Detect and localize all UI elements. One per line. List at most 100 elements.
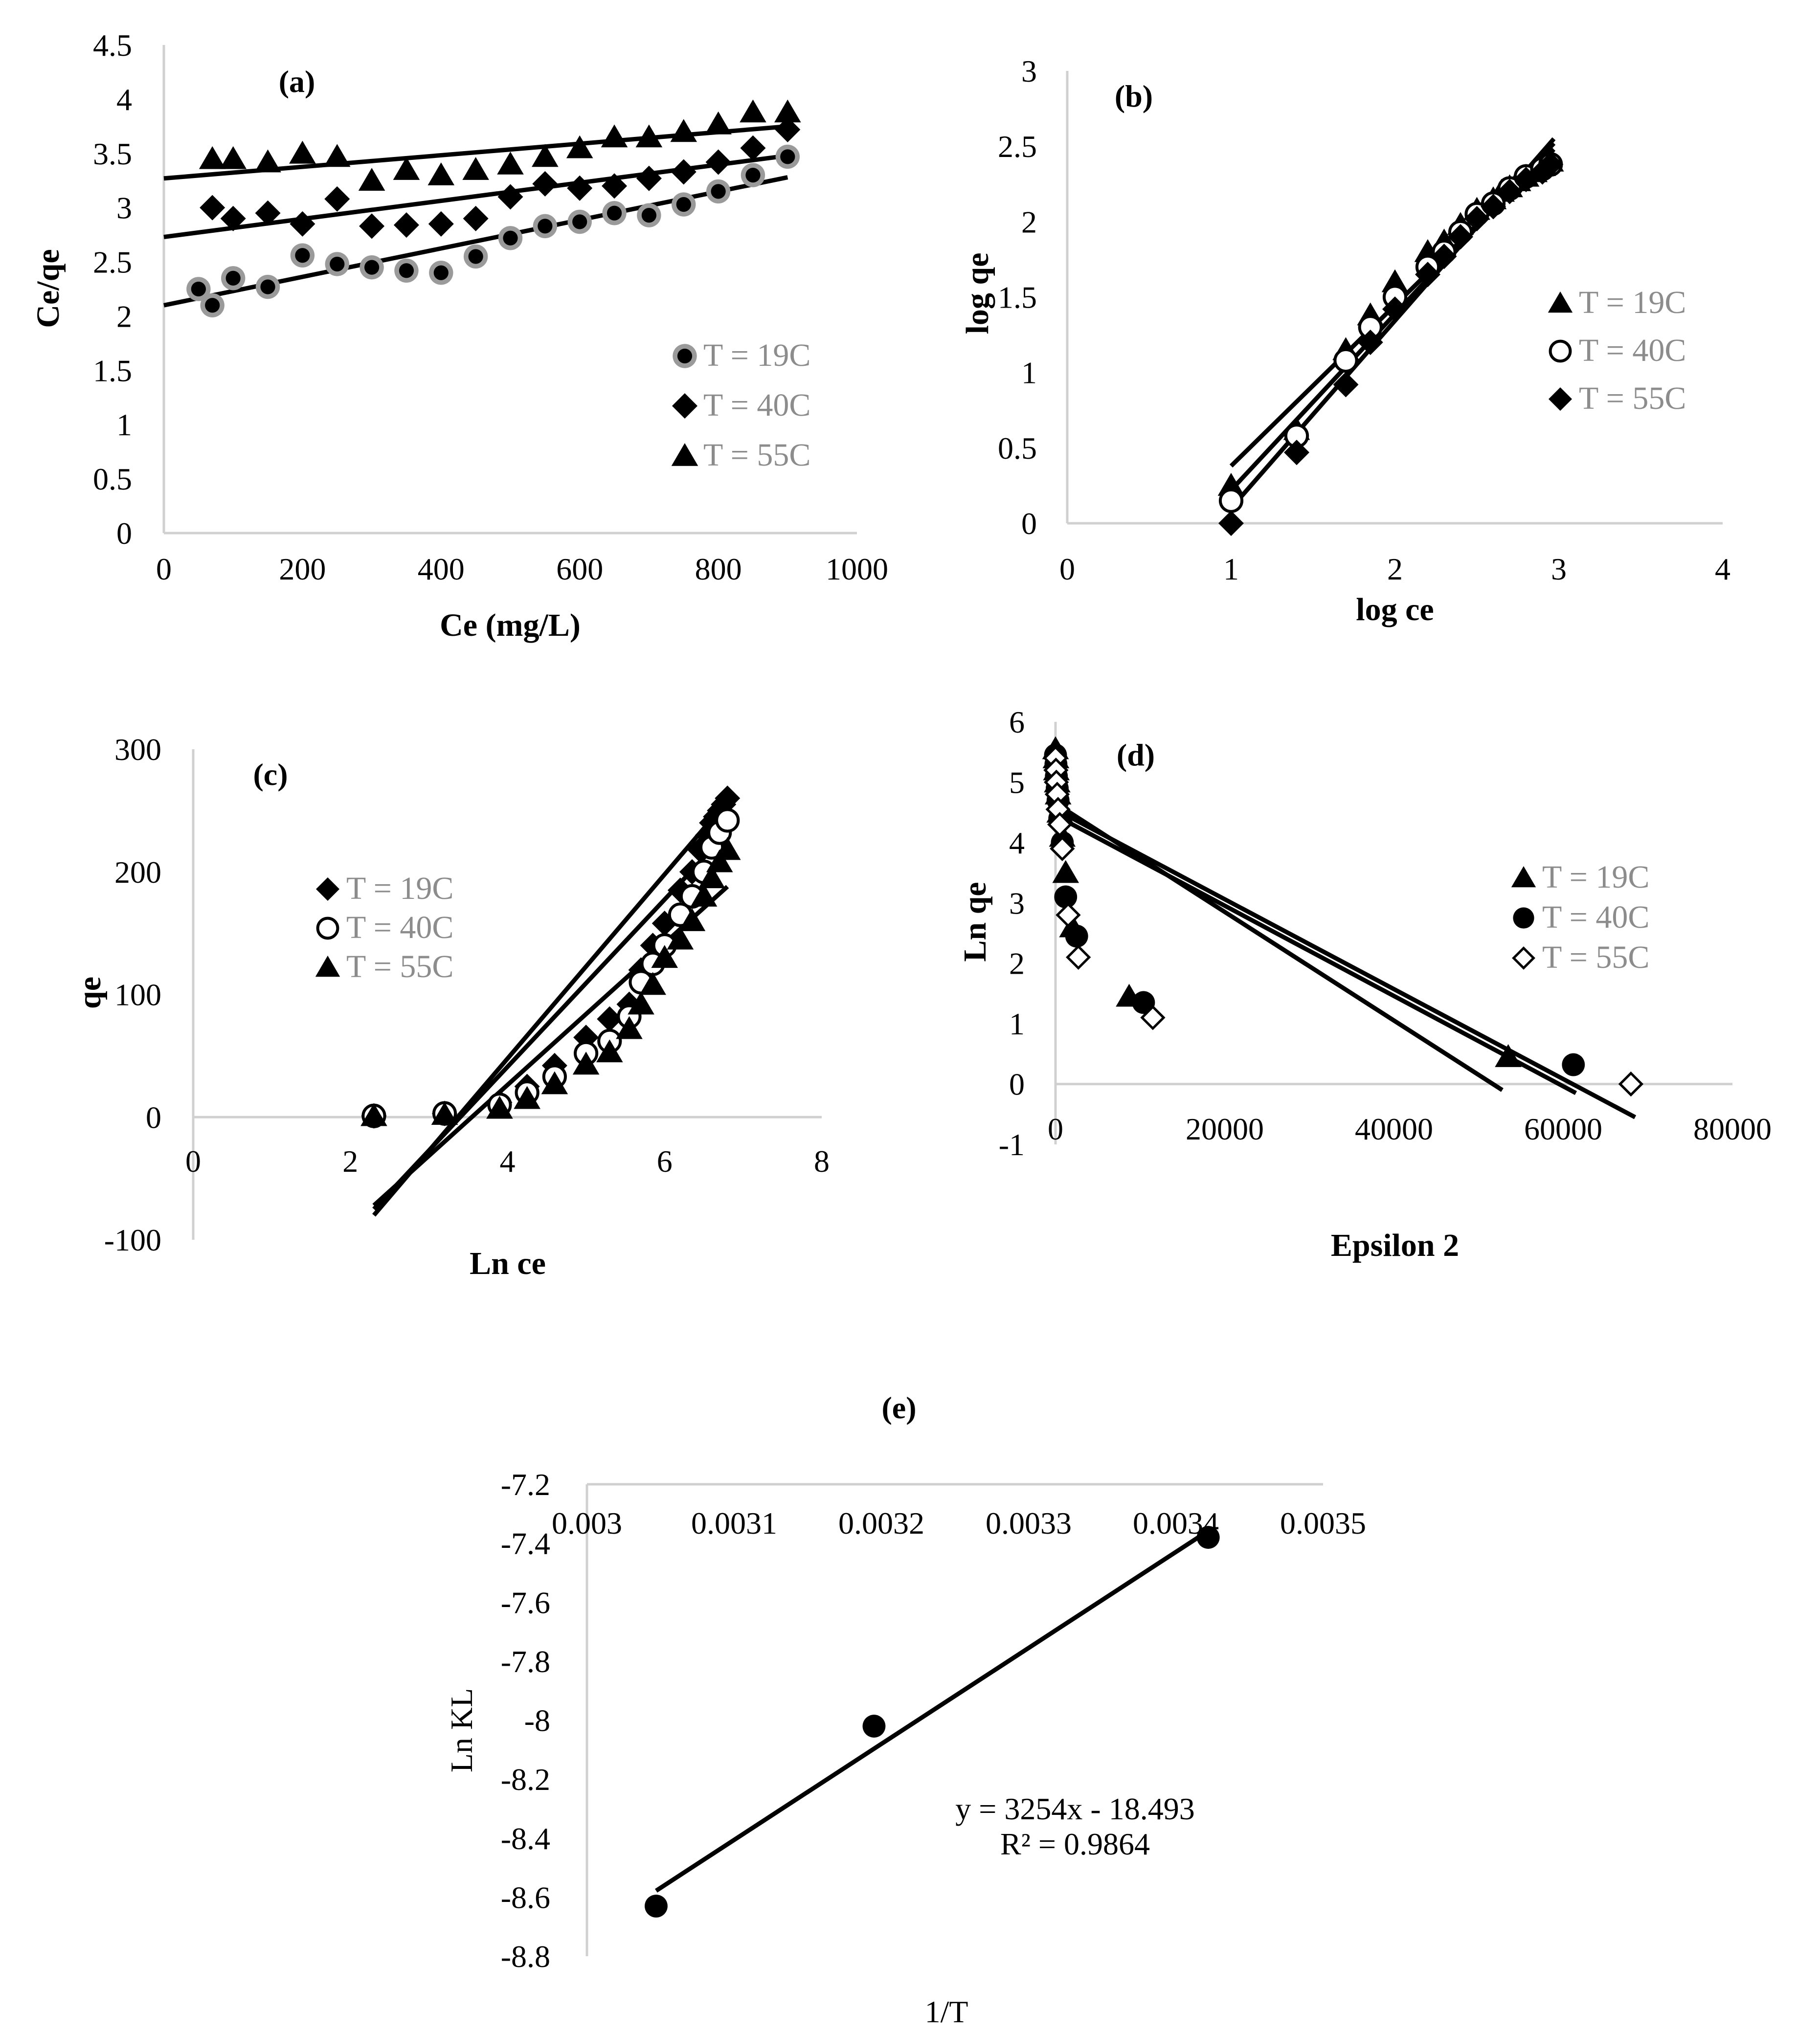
data-point [533, 214, 558, 239]
y-tick-label: -7.4 [501, 1526, 550, 1561]
legend-marker [1549, 339, 1572, 363]
y-tick-label: -7.2 [501, 1467, 550, 1502]
data-point [220, 146, 247, 169]
data-point [740, 99, 766, 123]
legend-marker [316, 916, 339, 940]
y-tick-label: 1.5 [998, 280, 1037, 315]
panel-b-chart: 0 0.5 1 1.5 2 2.5 3 0 1 2 3 4 (b) log ce log qe T = 19C… [960, 54, 1730, 627]
x-tick-label: 1000 [826, 552, 888, 586]
data-point [290, 243, 315, 268]
data-point [597, 1006, 623, 1032]
x-tick-label: 0.0035 [1280, 1506, 1366, 1541]
data-point [572, 1051, 600, 1075]
x-tick-label: 0 [1048, 1112, 1063, 1146]
data-point [1050, 836, 1075, 861]
y-axis-title: Ln qe [957, 882, 993, 961]
data-point [1357, 330, 1383, 355]
data-point [706, 849, 733, 872]
legend-marker [1549, 387, 1572, 411]
y-tick-label: 0.5 [93, 462, 132, 496]
y-tick-label: -1 [999, 1127, 1025, 1162]
data-point [200, 293, 225, 317]
data-point [1495, 1044, 1522, 1067]
legend-label: T = 55C [1579, 380, 1686, 416]
x-tick-label: 0.0033 [986, 1506, 1072, 1541]
legend-label: T = 40C [703, 387, 810, 423]
data-point [740, 135, 766, 161]
y-tick-label: -7.8 [501, 1644, 550, 1679]
legend-label: T = 55C [346, 949, 453, 984]
data-point [635, 124, 663, 148]
panel-title: (b) [1115, 79, 1153, 113]
data-point [199, 146, 226, 169]
data-point [671, 159, 697, 185]
data-point [678, 908, 706, 931]
legend-marker [316, 877, 339, 901]
data-point [1065, 924, 1088, 948]
data-point [698, 865, 725, 889]
data-point [498, 226, 523, 250]
x-tick-label: 4 [1715, 552, 1730, 586]
legend-label: T = 40C [1579, 333, 1686, 368]
data-point [596, 1039, 623, 1063]
data-point [775, 144, 800, 169]
y-tick-label: 1 [1009, 1006, 1025, 1041]
x-tick-label: 20000 [1186, 1112, 1264, 1146]
data-point [715, 808, 740, 833]
data-point [324, 186, 350, 212]
data-point [532, 144, 559, 167]
data-point [393, 157, 420, 180]
data-point [1218, 488, 1244, 513]
data-point [359, 213, 385, 239]
y-tick-label: 6 [1009, 705, 1025, 739]
data-point [670, 119, 697, 142]
data-point [428, 211, 454, 237]
data-point [651, 945, 678, 968]
x-axis-title: 1/T [925, 1994, 968, 2029]
legend-label: T = 19C [703, 337, 810, 373]
y-tick-label: 4 [116, 82, 132, 117]
legend-marker [1512, 946, 1535, 970]
data-point [639, 972, 666, 995]
data-point [255, 274, 280, 299]
data-point [706, 179, 731, 204]
data-point [1562, 1053, 1585, 1076]
data-point [200, 195, 225, 221]
x-tick-label: 0.003 [552, 1506, 622, 1541]
data-point [462, 157, 489, 180]
x-tick-label: 2 [342, 1144, 358, 1179]
data-point [741, 163, 765, 187]
data-point [394, 258, 419, 283]
y-tick-label: 2.5 [998, 129, 1037, 164]
r-squared-label: R² = 0.9864 [1000, 1827, 1150, 1861]
data-point [705, 149, 731, 175]
data-point [431, 1102, 458, 1125]
panel-a-chart: 0 0.5 1 1.5 2 2.5 3 3.5 4 4.5 0 200 400 600 800 1000 (a)… [30, 28, 888, 643]
x-tick-label: 60000 [1524, 1112, 1602, 1146]
data-point [616, 1016, 643, 1039]
x-tick-label: 0 [1059, 552, 1075, 586]
data-point [774, 99, 801, 123]
data-point [567, 209, 592, 234]
data-point [323, 144, 351, 167]
data-point [1448, 224, 1473, 250]
data-point [497, 151, 524, 175]
data-point [290, 211, 315, 237]
x-tick-label: 400 [418, 552, 465, 586]
y-tick-label: 3 [1009, 886, 1025, 920]
data-point [645, 1895, 668, 1918]
x-tick-label: 40000 [1355, 1112, 1433, 1146]
data-point [628, 991, 654, 1015]
y-axis-title: qe [72, 977, 108, 1009]
data-point [1618, 1071, 1644, 1097]
y-axis-title: Ln KL [444, 1688, 479, 1772]
y-tick-label: 2 [116, 299, 132, 334]
y-tick-label: 2.5 [93, 245, 132, 280]
y-tick-label: 0.5 [998, 431, 1037, 466]
data-point [1132, 991, 1155, 1014]
x-axis-title: Ce (mg/L) [440, 607, 581, 643]
data-point [360, 255, 384, 280]
legend-label: T = 55C [703, 437, 810, 473]
data-point [514, 1086, 540, 1109]
